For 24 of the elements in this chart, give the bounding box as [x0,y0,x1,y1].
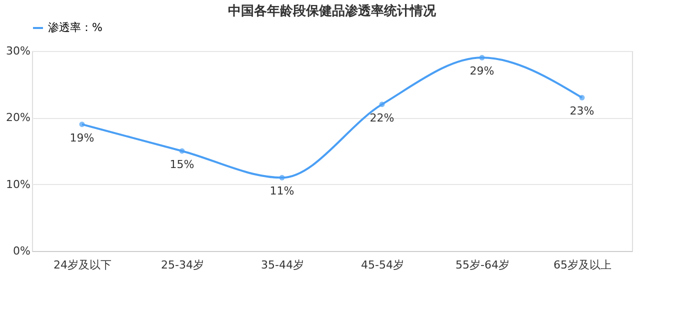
x-tick-label: 24岁及以下 [54,258,112,272]
x-tick-label: 35-44岁 [261,258,304,272]
point [379,102,385,108]
data-label: 23% [570,104,594,118]
data-label: 11% [270,184,294,198]
legend-label: 渗透率：% [48,21,102,34]
data-label: 29% [470,64,494,78]
point [79,122,85,128]
data-label: 15% [170,158,194,171]
x-tick-label: 55岁-64岁 [456,258,510,272]
x-tick-label: 45-54岁 [361,258,404,272]
point [279,174,285,180]
y-tick-label: 20% [6,111,30,124]
y-tick-label: 10% [6,178,30,191]
x-tick-label: 65岁及以上 [554,258,612,272]
y-tick-label: 0% [13,244,30,258]
chart-title: 中国各年龄段保健品渗透率统计情况 [228,3,437,19]
point [479,54,485,60]
data-label: 19% [70,131,94,144]
y-tick-label: 30% [6,44,30,58]
data-label: 22% [370,111,394,124]
point [179,148,185,154]
point [579,94,585,100]
x-tick-label: 25-34岁 [161,258,204,272]
